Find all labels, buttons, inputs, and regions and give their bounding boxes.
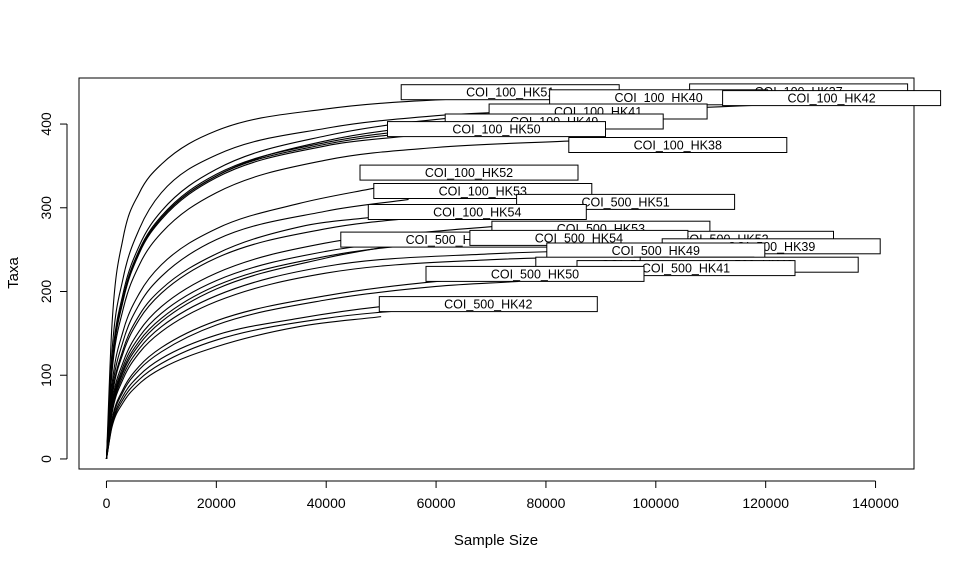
y-tick-label: 200 xyxy=(38,280,54,304)
label-text: COI_100_HK38 xyxy=(634,139,722,153)
y-axis: 0 100 200 300 400 xyxy=(38,112,68,463)
curves-layer xyxy=(105,88,931,460)
y-tick-label: 300 xyxy=(38,196,54,220)
curve-coi-500-hk40 xyxy=(105,301,574,460)
curve-coi-100-hk51 xyxy=(105,110,519,459)
curve-coi-500-hk41 xyxy=(105,264,684,460)
label-box xyxy=(359,164,579,181)
x-axis: 0 20000 40000 60000 80000 100000 120000 140000 xyxy=(103,480,899,511)
curve-coi-100-hk52 xyxy=(105,186,382,459)
label-text: COI_500_HK54 xyxy=(535,231,623,245)
label-box xyxy=(568,137,788,153)
label-coi-100-hk52: COI_100_HK52 xyxy=(359,164,579,181)
label-box xyxy=(378,296,598,313)
x-tick-label: 80000 xyxy=(526,495,565,511)
y-tick-label: 0 xyxy=(38,455,54,463)
label-coi-500-hk50: COI_500_HK50 xyxy=(425,265,645,282)
label-text: COI_100_HK53 xyxy=(439,185,527,199)
x-tick-label: 140000 xyxy=(852,495,899,511)
curve-coi-500-hk55 xyxy=(105,242,409,460)
label-coi-500-hk49: COI_500_HK49 xyxy=(546,242,766,259)
label-text: COI_100_HK51 xyxy=(466,86,554,100)
label-text: COI_500_HK42 xyxy=(444,298,532,312)
label-coi-500-hk42: COI_500_HK42 xyxy=(378,296,598,313)
x-axis-title: Sample Size xyxy=(454,532,538,549)
y-tick-label: 100 xyxy=(38,363,54,387)
label-text: COI_500_HK50 xyxy=(491,267,579,281)
label-coi-100-hk40: COI_100_HK40 xyxy=(549,89,769,106)
curve-coi-100-hk54 xyxy=(105,215,382,459)
label-text: COI_500_HK49 xyxy=(612,244,700,258)
label-coi-100-hk38: COI_100_HK38 xyxy=(568,137,788,153)
curve-coi-500-hk37 xyxy=(105,316,382,460)
curve-coi-100-hk38 xyxy=(105,140,574,459)
x-tick-label: 0 xyxy=(103,495,111,511)
label-text: COI_100_HK40 xyxy=(614,91,702,105)
label-box xyxy=(367,204,587,220)
curve-coi-100-hk53 xyxy=(105,198,409,459)
label-box xyxy=(425,265,645,282)
x-tick-label: 40000 xyxy=(307,495,346,511)
curve-coi-100-hk50 xyxy=(105,135,409,459)
labels-layer: COI_100_HK37COI_100_HK51COI_100_HK40COI_… xyxy=(340,83,942,313)
x-tick-label: 100000 xyxy=(632,495,679,511)
label-coi-100-hk50: COI_100_HK50 xyxy=(387,121,606,138)
label-text: COI_500_HK41 xyxy=(642,262,730,276)
label-text: COI_100_HK52 xyxy=(425,166,513,180)
curve-coi-500-hk42 xyxy=(105,297,492,460)
curve-coi-500-hk49 xyxy=(105,255,656,460)
label-text: COI_500_HK51 xyxy=(581,195,669,209)
label-text: COI_100_HK42 xyxy=(787,92,875,106)
plot-frame xyxy=(78,77,915,470)
y-axis-title: Taxa xyxy=(5,257,22,289)
label-box xyxy=(722,90,942,107)
x-tick-label: 120000 xyxy=(742,495,789,511)
label-text: COI_100_HK50 xyxy=(452,123,540,137)
curve-coi-500-hk50 xyxy=(105,280,519,460)
x-tick-label: 60000 xyxy=(417,495,456,511)
label-box xyxy=(387,121,606,138)
x-tick-label: 20000 xyxy=(197,495,236,511)
label-coi-100-hk54: COI_100_HK54 xyxy=(367,204,587,220)
curve-coi-500-hk53 xyxy=(105,223,519,460)
label-text: COI_100_HK54 xyxy=(433,206,521,220)
label-coi-100-hk42: COI_100_HK42 xyxy=(722,90,942,107)
y-tick-label: 400 xyxy=(38,112,54,136)
